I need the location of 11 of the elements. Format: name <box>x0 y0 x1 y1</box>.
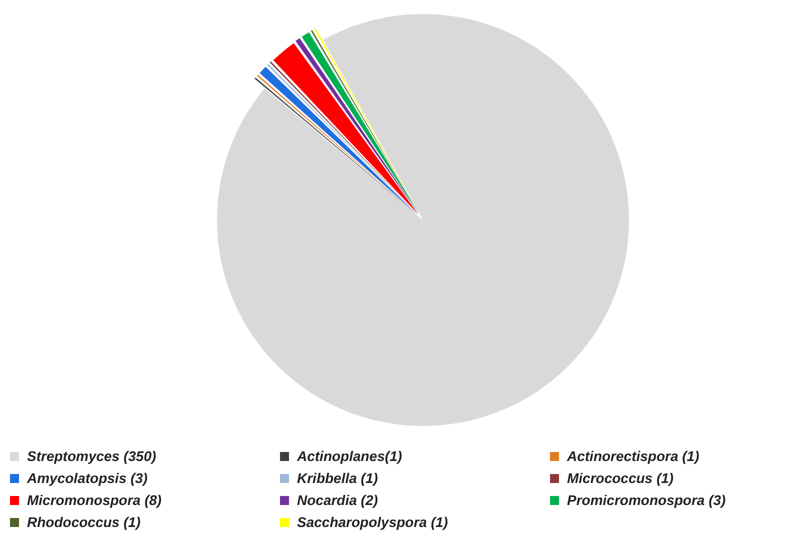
legend-label: Saccharopolyspora (1) <box>297 514 448 530</box>
legend-label: Nocardia (2) <box>297 492 378 508</box>
legend-label: Micromonospora (8) <box>27 492 162 508</box>
legend-label: Micrococcus (1) <box>567 470 674 486</box>
legend-label: Kribbella (1) <box>297 470 378 486</box>
legend-label: Streptomyces (350) <box>27 448 156 464</box>
legend-label: Rhodococcus (1) <box>27 514 141 530</box>
legend-label: Amycolatopsis (3) <box>27 470 148 486</box>
legend-label: Actinoplanes(1) <box>297 448 402 464</box>
legend-label: Promicromonospora (3) <box>567 492 726 508</box>
legend-label: Actinorectispora (1) <box>567 448 700 464</box>
